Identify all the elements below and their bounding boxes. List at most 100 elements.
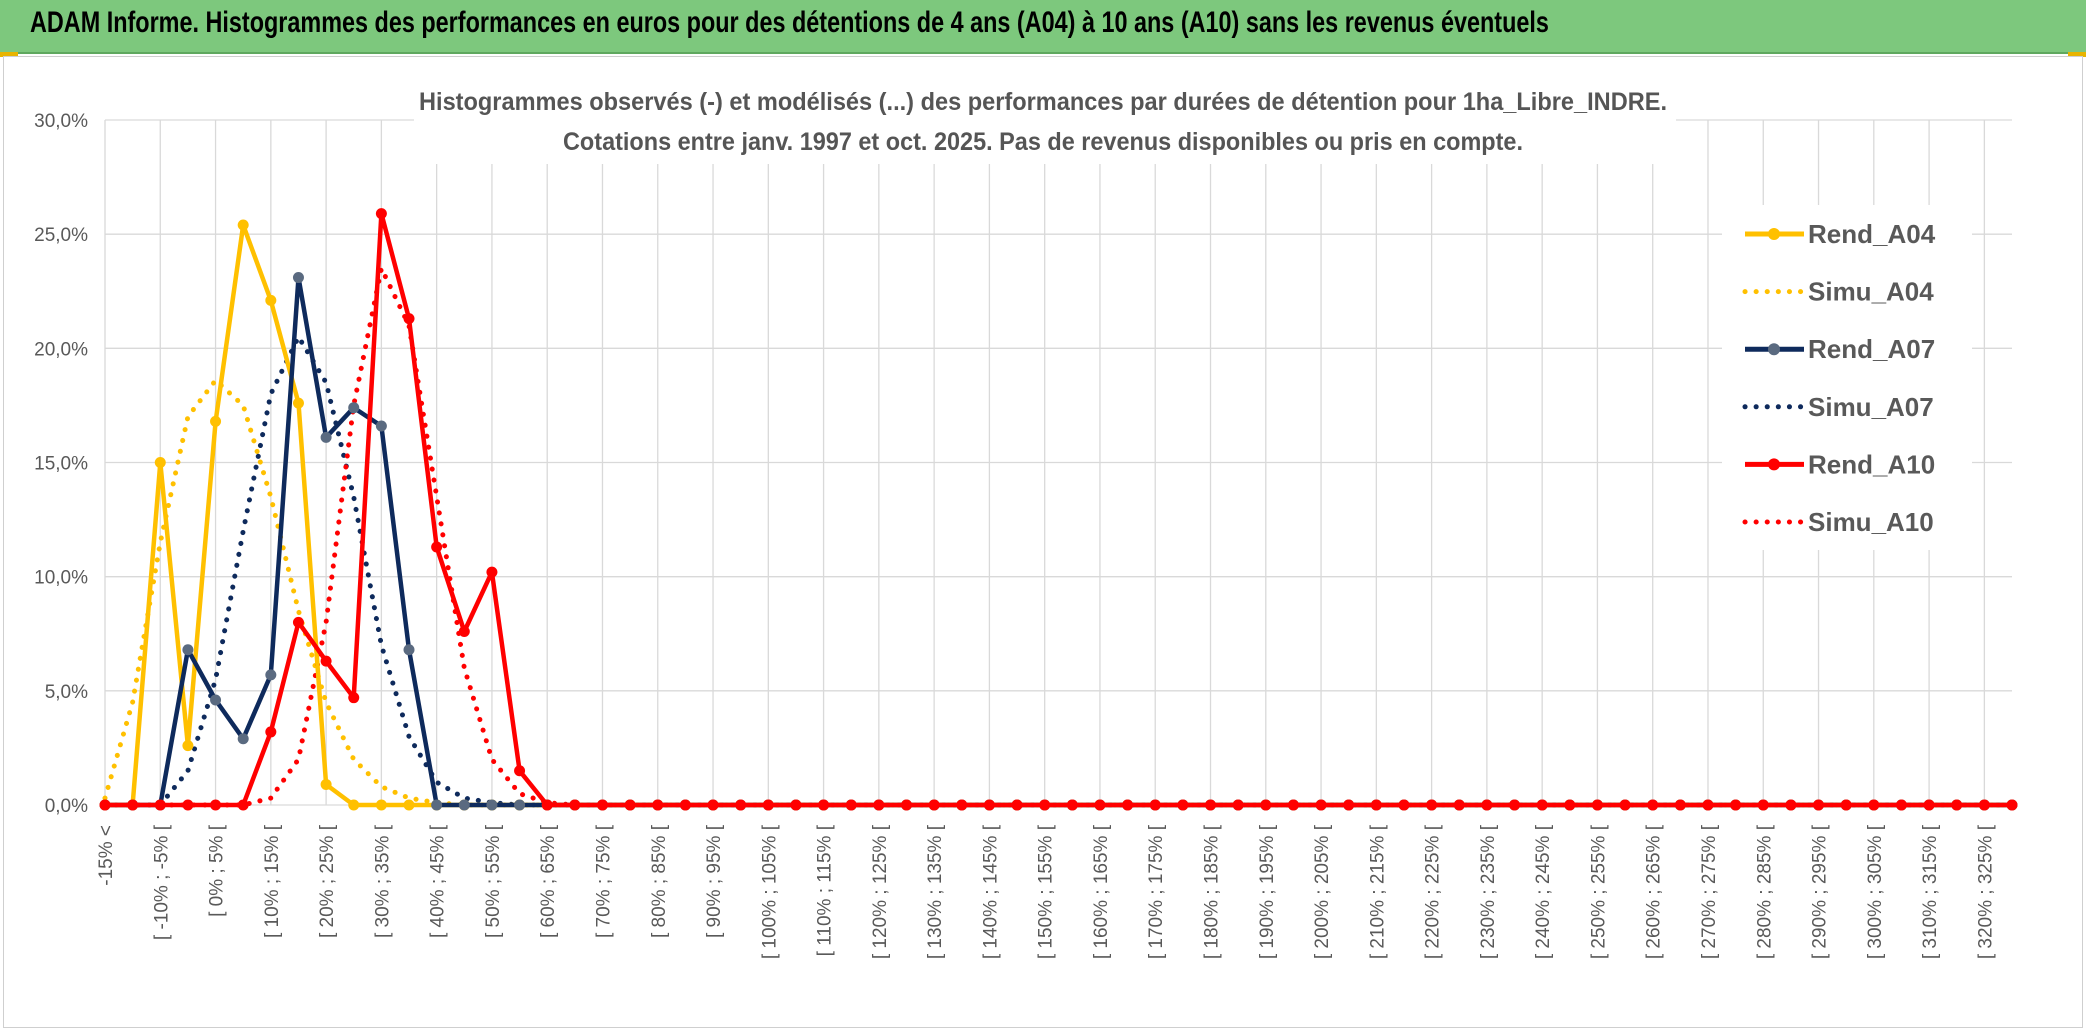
data-point-rend_a10 [873, 799, 885, 811]
y-tick-label: 0,0% [45, 796, 88, 817]
x-tick-label: -15% < [96, 825, 117, 886]
data-point-rend_a10 [1232, 799, 1244, 811]
legend-marker-rend_a10 [1768, 458, 1780, 471]
data-point-rend_a10 [790, 799, 802, 811]
x-tick-label: [ 110% ; 115% [ [815, 824, 836, 956]
legend-label-rend_a04: Rend_A04 [1808, 219, 1936, 249]
y-tick-label: 25,0% [34, 225, 88, 246]
data-point-rend_a10 [403, 313, 415, 325]
x-tick-label: [ 60% ; 65% [ [538, 824, 559, 938]
data-point-rend_a10 [514, 765, 526, 777]
data-point-rend_a10 [1011, 799, 1023, 811]
data-point-rend_a10 [1287, 799, 1299, 811]
data-point-rend_a04 [348, 799, 360, 811]
data-point-rend_a10 [1177, 799, 1189, 811]
data-point-rend_a10 [265, 726, 277, 738]
data-point-rend_a07 [292, 272, 304, 284]
data-point-rend_a10 [1453, 799, 1465, 811]
data-point-rend_a10 [707, 799, 719, 811]
data-point-rend_a10 [375, 208, 387, 220]
legend-label-simu_a10: Simu_A10 [1808, 507, 1934, 537]
data-point-rend_a07 [320, 431, 332, 443]
data-point-rend_a07 [486, 799, 498, 811]
x-tick-label: [ 70% ; 75% [ [593, 824, 614, 938]
data-point-rend_a10 [237, 799, 249, 811]
legend-background [1722, 205, 1972, 550]
data-point-rend_a10 [1398, 799, 1410, 811]
data-point-rend_a04 [320, 778, 332, 790]
data-point-rend_a10 [624, 799, 636, 811]
data-point-rend_a10 [1951, 799, 1963, 811]
data-point-rend_a10 [900, 799, 912, 811]
data-point-rend_a04 [375, 799, 387, 811]
y-tick-label: 20,0% [34, 339, 88, 360]
y-axis: 0,0% 5,0% 10,0% 15,0% 20,0% 25,0% 30,0% [34, 111, 88, 817]
data-point-rend_a10 [1730, 799, 1742, 811]
data-point-rend_a10 [928, 799, 940, 811]
data-point-rend_a10 [431, 541, 443, 553]
data-point-rend_a10 [541, 799, 553, 811]
x-tick-label: [ 270% ; 275% [ [1699, 824, 1720, 959]
data-point-rend_a10 [1122, 799, 1134, 811]
data-point-rend_a04 [154, 457, 166, 468]
data-point-rend_a10 [486, 566, 498, 578]
data-point-rend_a10 [1757, 799, 1769, 811]
x-tick-label: [ 250% ; 255% [ [1588, 824, 1609, 959]
data-point-rend_a10 [569, 799, 581, 811]
x-tick-label: [ 30% ; 35% [ [372, 824, 393, 938]
data-point-rend_a07 [182, 644, 194, 656]
x-tick-label: [ 280% ; 285% [ [1754, 824, 1775, 959]
data-point-rend_a10 [1149, 799, 1161, 811]
x-tick-label: [ 20% ; 25% [ [317, 824, 338, 938]
x-tick-label: [ 320% ; 325% [ [1975, 824, 1996, 959]
data-point-rend_a10 [182, 799, 194, 811]
data-point-rend_a10 [652, 799, 664, 811]
x-tick-label: [ 180% ; 185% [ [1202, 824, 1223, 959]
data-point-rend_a07 [403, 644, 415, 656]
x-tick-label: [ 220% ; 225% [ [1423, 824, 1444, 959]
x-tick-label: [ 230% ; 235% [ [1478, 824, 1499, 959]
x-tick-label: [ 200% ; 205% [ [1312, 824, 1333, 959]
corner-accent-left [0, 52, 18, 57]
data-point-rend_a10 [1591, 799, 1603, 811]
x-axis: -15% < [ -10% ; -5% [[ 0% ; 5% [[ 10% ; 1… [96, 824, 1996, 959]
data-point-rend_a10 [1370, 799, 1382, 811]
x-tick-label: [ 210% ; 215% [ [1367, 824, 1388, 959]
data-point-rend_a10 [127, 799, 139, 811]
data-point-rend_a10 [679, 799, 691, 811]
x-tick-label: [ 190% ; 195% [ [1257, 824, 1278, 959]
data-point-rend_a10 [1260, 799, 1272, 811]
legend-label-simu_a04: Simu_A04 [1808, 277, 1934, 307]
title-background [414, 82, 1676, 164]
x-tick-label: [ 260% ; 265% [ [1644, 824, 1665, 959]
x-tick-label: [ -10% ; -5% [ [151, 824, 172, 940]
data-point-rend_a10 [1481, 799, 1493, 811]
data-point-rend_a10 [1066, 799, 1078, 811]
corner-accent-right [2068, 52, 2086, 57]
x-tick-label: [ 80% ; 85% [ [649, 824, 670, 938]
data-point-rend_a10 [1785, 799, 1797, 811]
legend-label-rend_a07: Rend_A07 [1808, 334, 1935, 364]
report-title: ADAM Informe. Histogrammes des performan… [30, 6, 1549, 39]
data-point-rend_a10 [1426, 799, 1438, 811]
x-tick-label: [ 160% ; 165% [ [1091, 824, 1112, 959]
x-tick-label: [ 310% ; 315% [ [1920, 824, 1941, 959]
data-point-rend_a10 [1619, 799, 1631, 811]
y-tick-label: 5,0% [45, 682, 88, 703]
legend-marker-rend_a07 [1768, 343, 1780, 356]
legend-marker-rend_a04 [1768, 228, 1780, 240]
legend: Rend_A04 Simu_A04 Rend_A07 Simu_A07 Rend_A10… [1742, 219, 1936, 537]
data-point-rend_a04 [182, 740, 194, 752]
data-point-rend_a10 [99, 799, 111, 811]
data-point-rend_a04 [210, 415, 222, 427]
data-point-rend_a10 [1564, 799, 1576, 811]
x-tick-label: [ 290% ; 295% [ [1810, 824, 1831, 959]
data-point-rend_a07 [458, 799, 470, 811]
data-point-rend_a10 [983, 799, 995, 811]
x-tick-label: [ 170% ; 175% [ [1146, 824, 1167, 959]
data-point-rend_a07 [210, 694, 222, 706]
data-point-rend_a10 [1094, 799, 1106, 811]
data-point-rend_a07 [265, 669, 277, 681]
x-tick-label: [ 90% ; 95% [ [704, 824, 725, 938]
